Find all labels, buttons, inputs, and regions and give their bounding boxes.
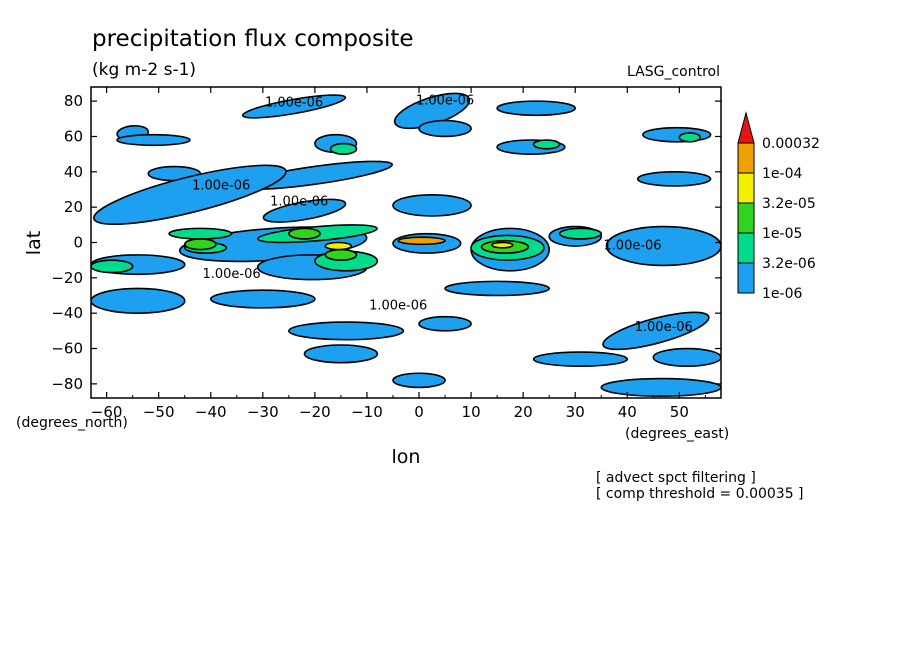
precip-region-level-1 <box>241 94 347 119</box>
colorbar-extend-triangle <box>737 111 755 144</box>
y-axis-units: (degrees_north) <box>16 415 128 431</box>
precip-region-level-1 <box>652 347 721 367</box>
x-axis-label: lon <box>392 446 421 468</box>
y-tick-label: −60 <box>51 340 83 358</box>
x-tick-label: 30 <box>566 403 585 421</box>
precip-region-level-1 <box>392 193 472 217</box>
x-tick-label: −10 <box>351 403 383 421</box>
colorbar-swatch <box>737 142 755 174</box>
precip-region-level-1 <box>642 126 712 143</box>
contour-label: 1.00e-06 <box>265 95 323 110</box>
y-axis-label: lat <box>23 231 45 255</box>
y-tick-label: −40 <box>51 304 83 322</box>
precip-region-level-5 <box>397 236 446 246</box>
precip-region-level-1 <box>605 225 721 267</box>
precip-region-level-1 <box>303 344 379 364</box>
x-axis-ticks: −60 −50 −40 −30 −20 −10 0 10 20 30 40 50 <box>91 87 706 421</box>
precip-region-level-1 <box>93 164 287 226</box>
precip-region-level-2 <box>558 227 603 240</box>
precip-region-level-1 <box>288 321 405 341</box>
y-tick-label: 80 <box>64 92 83 110</box>
model-label: LASG_control <box>627 64 720 80</box>
colorbar-swatch <box>737 172 755 204</box>
precip-region-level-1 <box>532 351 629 367</box>
precip-region-level-1 <box>636 171 712 187</box>
colorbar-swatch <box>737 232 755 264</box>
chart-title: precipitation flux composite <box>92 26 414 52</box>
colorbar-level-label: 3.2e-06 <box>762 256 816 272</box>
precip-region-level-1 <box>444 280 550 297</box>
precip-region-level-1 <box>116 133 191 147</box>
contour-label: 1.00e-06 <box>202 267 260 282</box>
contour-label: 1.00e-06 <box>635 320 693 335</box>
y-tick-label: −80 <box>51 375 83 393</box>
precip-region-level-2 <box>329 142 358 155</box>
precip-region-level-3 <box>288 227 321 240</box>
x-tick-label: 20 <box>514 403 533 421</box>
x-axis-units: (degrees_east) <box>625 426 729 442</box>
contour-label: 1.00e-06 <box>270 194 328 209</box>
precip-region-level-4 <box>491 241 514 249</box>
y-tick-label: 60 <box>64 127 83 145</box>
colorbar-level-label: 1e-06 <box>762 286 802 302</box>
precip-region-level-1 <box>496 100 577 117</box>
precip-region-level-1 <box>262 198 347 223</box>
x-tick-label: −20 <box>299 403 331 421</box>
precip-region-level-1 <box>91 287 186 314</box>
contour-label: 1.00e-06 <box>416 94 474 109</box>
precip-region-level-2 <box>678 132 701 143</box>
filter-note: [ advect spct filtering ] <box>596 470 756 486</box>
contour-labels: 1.00e-06 1.00e-06 1.00e-06 1.00e-06 1.00e-06… <box>192 94 693 335</box>
chart-units: (kg m-2 s-1) <box>92 60 196 80</box>
y-axis-ticks: 80 60 40 20 0 −20 −40 −60 −80 <box>51 92 721 393</box>
threshold-note: [ comp threshold = 0.00035 ] <box>596 486 804 502</box>
y-tick-label: 0 <box>73 234 83 252</box>
precip-region-level-1 <box>602 311 710 351</box>
precip-region-level-1 <box>209 289 316 309</box>
contour-label: 1.00e-06 <box>192 178 250 193</box>
contour-label: 1.00e-06 <box>603 239 661 254</box>
x-tick-label: 40 <box>618 403 637 421</box>
x-tick-label: −40 <box>195 403 227 421</box>
precip-region-level-1 <box>600 377 721 398</box>
precip-region-level-1 <box>418 119 472 138</box>
precip-region-level-2 <box>532 139 561 150</box>
colorbar: 1e-06 3.2e-06 1e-05 3.2e-05 1e-04 0.00032 <box>737 111 820 302</box>
colorbar-level-label: 1e-04 <box>762 166 802 182</box>
x-tick-label: 50 <box>670 403 689 421</box>
colorbar-level-label: 3.2e-05 <box>762 196 816 212</box>
precipitation-field <box>91 92 721 398</box>
precip-region-level-3 <box>183 238 217 251</box>
precip-region-level-2 <box>91 259 134 274</box>
x-tick-label: −60 <box>91 403 123 421</box>
precip-region-level-3 <box>324 248 358 261</box>
x-tick-label: 10 <box>462 403 481 421</box>
precip-region-level-2 <box>168 227 233 240</box>
x-tick-label: 0 <box>414 403 424 421</box>
y-tick-label: −20 <box>51 269 83 287</box>
colorbar-swatch <box>737 262 755 294</box>
x-tick-label: −50 <box>143 403 175 421</box>
precip-region-level-4 <box>324 241 353 251</box>
precip-region-level-1 <box>418 315 472 332</box>
colorbar-level-label: 1e-05 <box>762 226 802 242</box>
y-tick-label: 20 <box>64 198 83 216</box>
y-tick-label: 40 <box>64 163 83 181</box>
colorbar-level-label: 0.00032 <box>762 136 820 152</box>
precip-region-level-1 <box>392 372 446 389</box>
contour-label: 1.00e-06 <box>369 299 427 314</box>
x-tick-label: −30 <box>247 403 279 421</box>
colorbar-swatch <box>737 202 755 234</box>
